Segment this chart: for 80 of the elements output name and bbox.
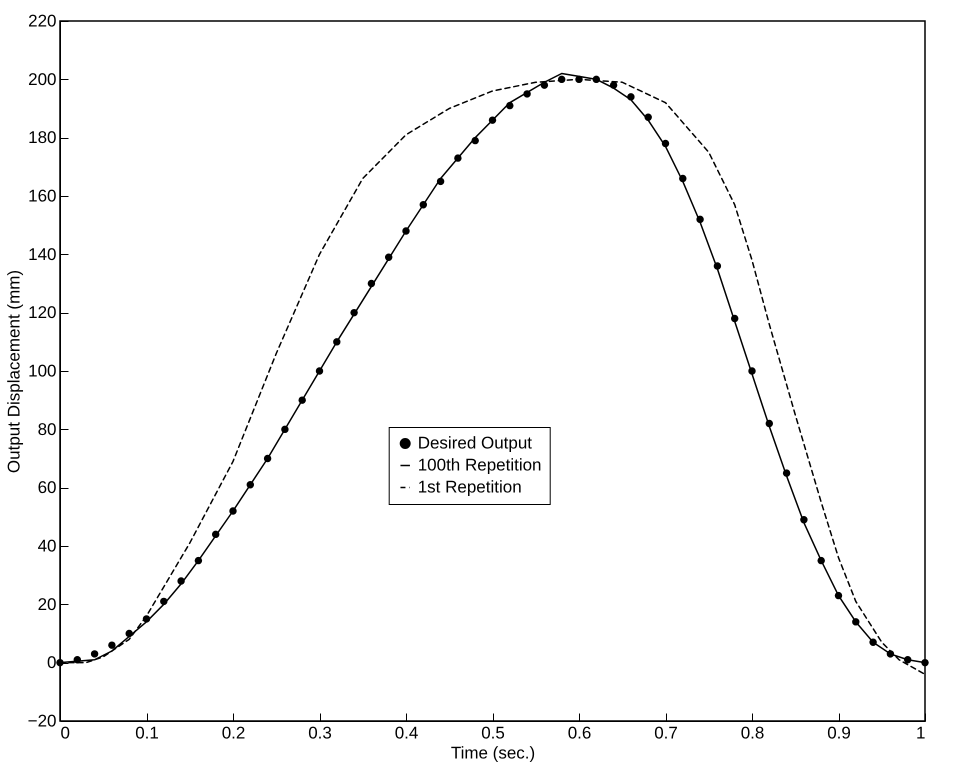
y-tick-label: 80 [38,420,56,439]
point [748,367,756,375]
point [56,658,64,666]
point [333,338,341,346]
point [592,76,600,84]
point [194,556,202,564]
point [662,140,670,148]
point [384,254,392,261]
point [316,367,324,375]
legend-label: Desired Output [418,434,532,452]
y-tick-label: 120 [28,303,56,322]
point [298,396,306,404]
point [420,201,428,208]
y-tick-label: 180 [28,128,56,148]
point [714,262,722,270]
point [696,216,704,224]
y-tick-label: −20 [28,712,56,730]
point [264,454,272,462]
point [558,76,566,84]
point [108,641,116,649]
point [142,615,150,623]
x-tick-label: 0.7 [654,724,678,742]
x-tick-label: 0.8 [740,724,764,742]
point [90,650,98,658]
point [281,426,289,434]
point [177,577,185,585]
legend-label: 100th Repetition [418,456,542,474]
x-tick-label: 0.6 [568,724,592,742]
y-tick-label: 160 [28,186,56,206]
point [212,530,220,538]
point [800,516,808,524]
point [160,598,168,606]
y-axis-title: Output Displacement (mm) [4,270,24,474]
point [488,116,496,124]
y-tick-label: 140 [28,244,56,264]
point [852,618,860,626]
x-tick-label: 0.5 [481,724,505,742]
point [921,658,929,666]
point [368,280,376,288]
y-tick-label: 60 [38,478,56,498]
point [782,469,790,477]
y-tick-label: 40 [38,536,56,556]
y-tick-label: 0 [47,653,56,672]
x-tick-label: 0 [60,724,70,742]
point [350,308,358,316]
x-tick-label: 0.2 [222,724,246,742]
point [575,76,583,84]
point [523,90,531,98]
point [74,656,82,664]
x-tick-label: 1 [916,724,926,742]
point [540,81,548,89]
point [471,136,479,144]
x-tick-label: 0.9 [827,724,851,742]
point [730,314,738,322]
point [644,114,652,121]
y-tick-label: 220 [28,12,56,30]
point [436,178,444,186]
y-tick-label: 100 [28,362,56,380]
point [869,638,877,646]
point [904,656,912,664]
point [246,481,254,488]
y-tick-label: 20 [38,594,56,614]
point [834,592,842,600]
point [402,227,410,235]
y-tick-label: 200 [28,70,56,89]
point [125,630,133,638]
legend-label: 1st Repetition [418,478,522,496]
x-axis-title: Time (sec.) [450,744,536,762]
point [627,93,635,101]
point [766,420,774,428]
point [229,507,237,515]
point [506,102,514,110]
x-tick-label: 0.1 [135,724,159,742]
point [817,556,825,564]
point [679,174,687,182]
point [610,81,618,89]
x-tick-label: 0.4 [394,724,418,742]
x-tick-label: 0.3 [308,724,332,742]
point [454,154,462,162]
point [886,650,894,658]
